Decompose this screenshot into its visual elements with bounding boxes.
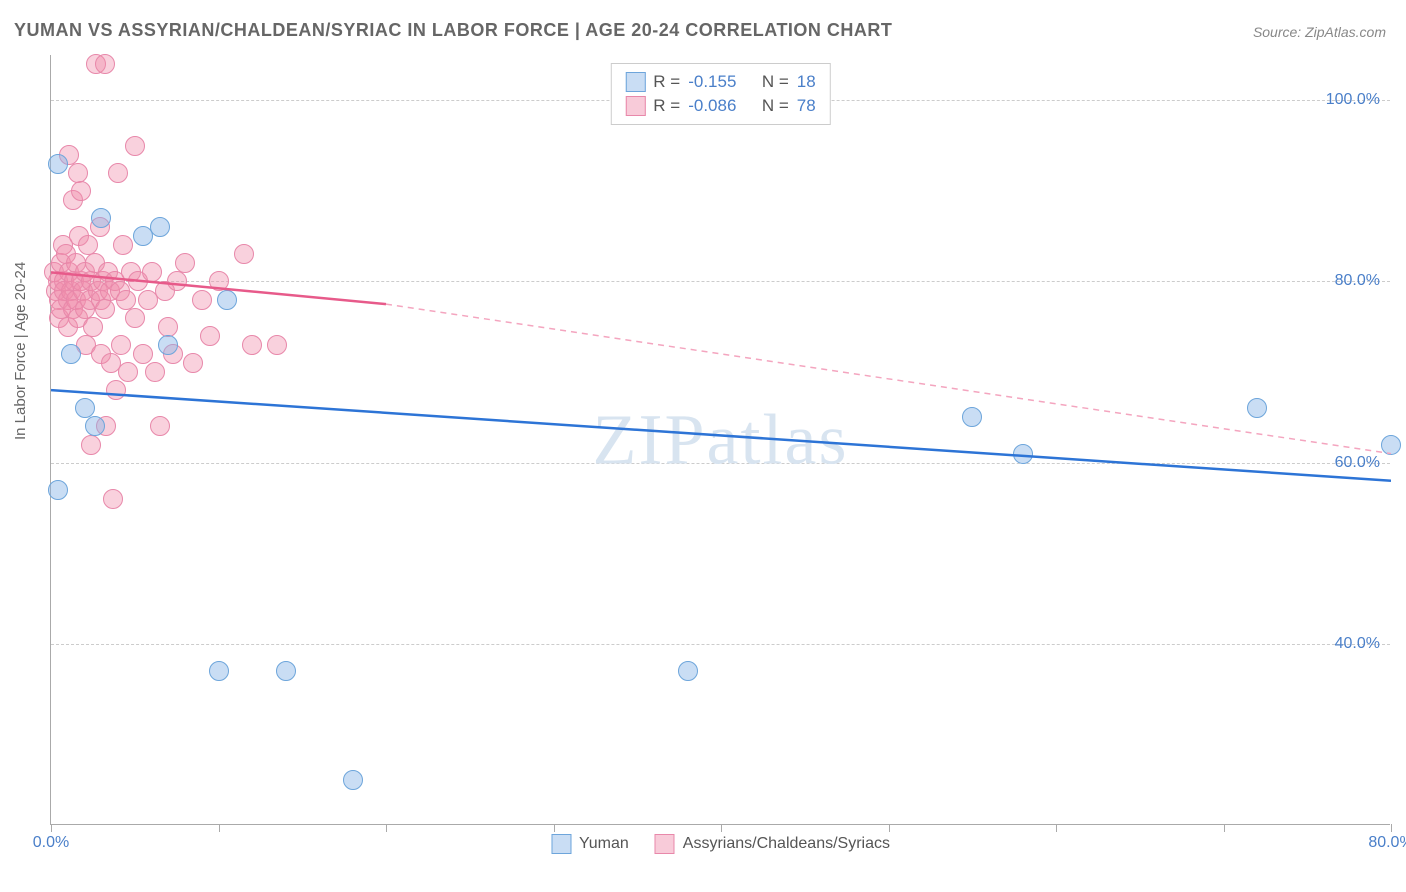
data-point-pink (78, 235, 98, 255)
xtick (386, 824, 387, 832)
data-point-blue (276, 661, 296, 681)
data-point-pink (118, 362, 138, 382)
xtick (219, 824, 220, 832)
data-point-pink (209, 271, 229, 291)
watermark-text: ZIPatlas (593, 398, 849, 481)
data-point-pink (95, 299, 115, 319)
correlation-legend: R = -0.155 N = 18 R = -0.086 N = 78 (610, 63, 830, 125)
n-label: N = (762, 96, 789, 116)
data-point-blue (678, 661, 698, 681)
gridline-h (51, 644, 1390, 645)
legend-item-blue: Yuman (551, 834, 629, 854)
xtick (1056, 824, 1057, 832)
data-point-pink (158, 317, 178, 337)
data-point-pink (83, 317, 103, 337)
data-point-pink (267, 335, 287, 355)
data-point-pink (111, 335, 131, 355)
data-point-pink (192, 290, 212, 310)
data-point-pink (95, 54, 115, 74)
data-point-blue (48, 480, 68, 500)
data-point-blue (61, 344, 81, 364)
legend-label-blue: Yuman (579, 835, 629, 853)
ytick-label: 80.0% (1335, 272, 1380, 290)
data-point-blue (962, 407, 982, 427)
data-point-blue (1013, 444, 1033, 464)
data-point-pink (142, 262, 162, 282)
r-label: R = (653, 96, 680, 116)
data-point-pink (103, 489, 123, 509)
data-point-blue (217, 290, 237, 310)
data-point-pink (175, 253, 195, 273)
data-point-pink (81, 435, 101, 455)
legend-row-pink: R = -0.086 N = 78 (625, 94, 815, 118)
gridline-h (51, 463, 1390, 464)
ytick-label: 40.0% (1335, 635, 1380, 653)
r-label: R = (653, 72, 680, 92)
data-point-blue (209, 661, 229, 681)
series-legend: Yuman Assyrians/Chaldeans/Syriacs (551, 834, 890, 854)
data-point-pink (234, 244, 254, 264)
data-point-pink (133, 344, 153, 364)
xtick (1391, 824, 1392, 832)
data-point-pink (150, 416, 170, 436)
data-point-blue (1247, 398, 1267, 418)
swatch-pink-icon (655, 834, 675, 854)
ytick-label: 100.0% (1326, 91, 1380, 109)
data-point-pink (125, 308, 145, 328)
legend-label-pink: Assyrians/Chaldeans/Syriacs (683, 835, 890, 853)
data-point-blue (150, 217, 170, 237)
chart-title: YUMAN VS ASSYRIAN/CHALDEAN/SYRIAC IN LAB… (14, 20, 892, 41)
swatch-blue-icon (551, 834, 571, 854)
data-point-blue (48, 154, 68, 174)
swatch-pink-icon (625, 96, 645, 116)
data-point-blue (343, 770, 363, 790)
xtick (51, 824, 52, 832)
data-point-pink (125, 136, 145, 156)
gridline-h (51, 281, 1390, 282)
data-point-blue (1381, 435, 1401, 455)
n-label: N = (762, 72, 789, 92)
data-point-pink (113, 235, 133, 255)
data-point-blue (91, 208, 111, 228)
swatch-blue-icon (625, 72, 645, 92)
r-value-pink: -0.086 (688, 96, 736, 116)
data-point-blue (85, 416, 105, 436)
data-point-blue (158, 335, 178, 355)
data-point-pink (108, 163, 128, 183)
xtick (721, 824, 722, 832)
data-point-pink (71, 181, 91, 201)
xtick-label: 80.0% (1368, 834, 1406, 852)
xtick (1224, 824, 1225, 832)
data-point-pink (242, 335, 262, 355)
legend-item-pink: Assyrians/Chaldeans/Syriacs (655, 834, 890, 854)
y-axis-label: In Labor Force | Age 20-24 (12, 262, 29, 440)
data-point-pink (183, 353, 203, 373)
correlation-chart: YUMAN VS ASSYRIAN/CHALDEAN/SYRIAC IN LAB… (0, 0, 1406, 892)
data-point-pink (200, 326, 220, 346)
plot-area: ZIPatlas R = -0.155 N = 18 R = -0.086 N … (50, 55, 1390, 825)
r-value-blue: -0.155 (688, 72, 736, 92)
ytick-label: 60.0% (1335, 454, 1380, 472)
xtick (554, 824, 555, 832)
data-point-pink (116, 290, 136, 310)
data-point-pink (145, 362, 165, 382)
xtick-label: 0.0% (33, 834, 69, 852)
data-point-pink (106, 380, 126, 400)
xtick (889, 824, 890, 832)
data-point-pink (167, 271, 187, 291)
data-point-blue (75, 398, 95, 418)
legend-row-blue: R = -0.155 N = 18 (625, 70, 815, 94)
trend-lines (51, 55, 1391, 825)
data-point-pink (68, 163, 88, 183)
n-value-blue: 18 (797, 72, 816, 92)
source-attribution: Source: ZipAtlas.com (1253, 24, 1386, 40)
n-value-pink: 78 (797, 96, 816, 116)
